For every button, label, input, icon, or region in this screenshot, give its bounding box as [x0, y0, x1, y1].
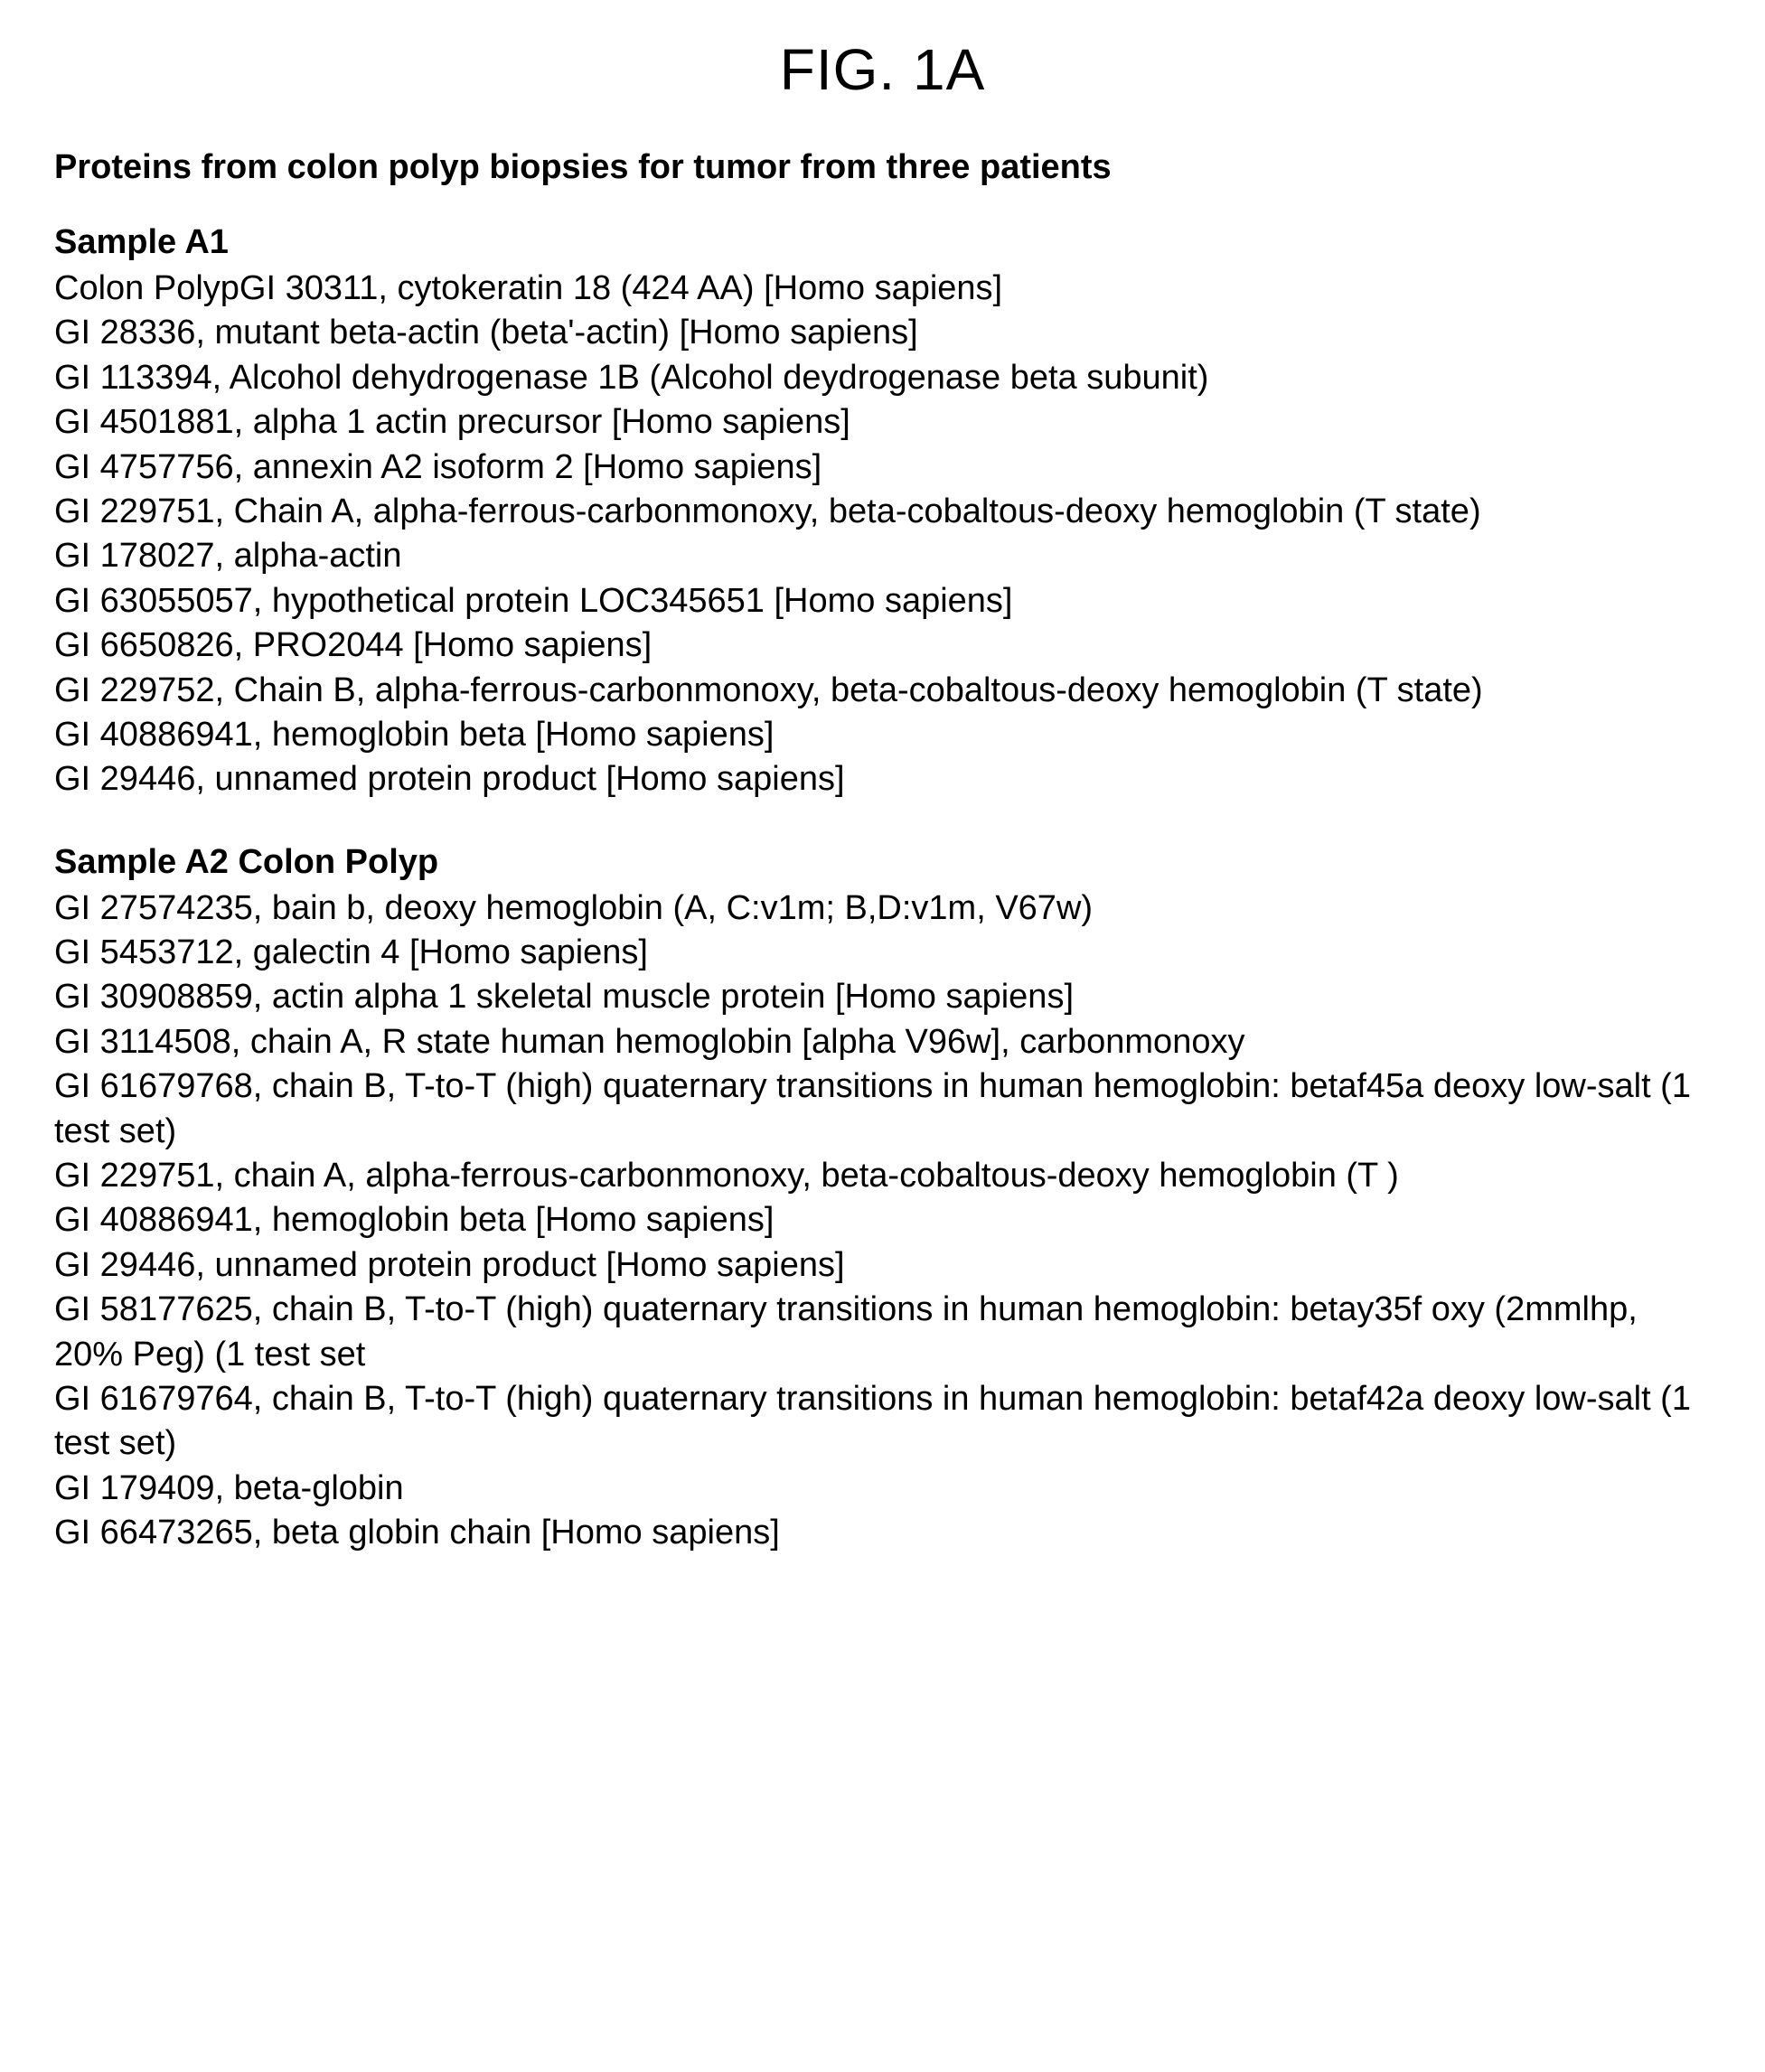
sample-a2-heading: Sample A2 Colon Polyp	[54, 843, 1711, 882]
protein-entry: GI 58177625, chain B, T-to-T (high) quat…	[54, 1288, 1711, 1377]
protein-entry: GI 63055057, hypothetical protein LOC345…	[54, 579, 1711, 623]
protein-entry: GI 28336, mutant beta-actin (beta'-actin…	[54, 311, 1711, 355]
protein-entry: GI 61679768, chain B, T-to-T (high) quat…	[54, 1064, 1711, 1154]
protein-entry: GI 229751, Chain A, alpha-ferrous-carbon…	[54, 490, 1711, 534]
main-heading: Proteins from colon polyp biopsies for t…	[54, 148, 1711, 187]
protein-entry: GI 27574235, bain b, deoxy hemoglobin (A…	[54, 886, 1711, 931]
protein-entry: GI 3114508, chain A, R state human hemog…	[54, 1020, 1711, 1064]
figure-title: FIG. 1A	[54, 36, 1711, 103]
protein-entry: GI 113394, Alcohol dehydrogenase 1B (Alc…	[54, 356, 1711, 400]
protein-entry: GI 40886941, hemoglobin beta [Homo sapie…	[54, 1198, 1711, 1242]
protein-entry: GI 30908859, actin alpha 1 skeletal musc…	[54, 975, 1711, 1019]
protein-entry: GI 40886941, hemoglobin beta [Homo sapie…	[54, 713, 1711, 757]
protein-entry: GI 4757756, annexin A2 isoform 2 [Homo s…	[54, 445, 1711, 490]
protein-entry: GI 66473265, beta globin chain [Homo sap…	[54, 1511, 1711, 1555]
protein-entry: GI 6650826, PRO2044 [Homo sapiens]	[54, 623, 1711, 668]
protein-entry: GI 179409, beta-globin	[54, 1467, 1711, 1511]
sample-a2-section: Sample A2 Colon Polyp GI 27574235, bain …	[54, 843, 1711, 1556]
protein-entry: GI 229751, chain A, alpha-ferrous-carbon…	[54, 1154, 1711, 1198]
protein-entry: GI 61679764, chain B, T-to-T (high) quat…	[54, 1377, 1711, 1467]
protein-entry: GI 4501881, alpha 1 actin precursor [Hom…	[54, 400, 1711, 445]
protein-entry: GI 29446, unnamed protein product [Homo …	[54, 757, 1711, 802]
protein-entry: GI 5453712, galectin 4 [Homo sapiens]	[54, 931, 1711, 975]
protein-entry: Colon PolypGI 30311, cytokeratin 18 (424…	[54, 267, 1711, 311]
protein-entry: GI 229752, Chain B, alpha-ferrous-carbon…	[54, 669, 1711, 713]
protein-entry: GI 178027, alpha-actin	[54, 534, 1711, 578]
sample-a1-section: Sample A1 Colon PolypGI 30311, cytokerat…	[54, 223, 1711, 802]
sample-a1-heading: Sample A1	[54, 223, 1711, 262]
protein-entry: GI 29446, unnamed protein product [Homo …	[54, 1243, 1711, 1288]
